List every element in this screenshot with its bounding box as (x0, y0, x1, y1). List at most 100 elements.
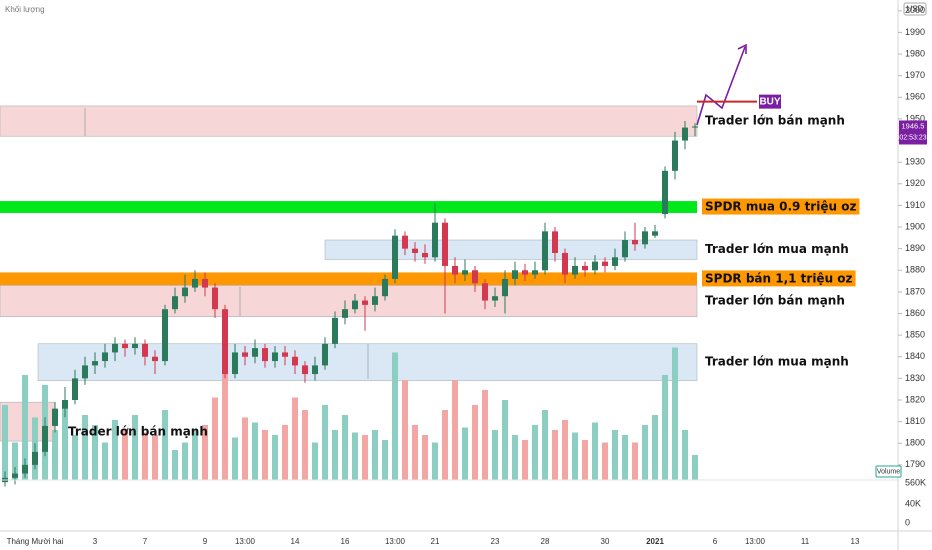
candle-body (222, 309, 228, 375)
volume-tag-box (875, 465, 902, 478)
x-tick-label: 9 (203, 537, 208, 546)
zone (0, 285, 698, 318)
volume-bar (552, 430, 558, 480)
last-price-box (899, 120, 927, 145)
candle-body (292, 356, 298, 366)
volume-bar (612, 430, 618, 480)
candle-body (172, 296, 178, 310)
candle-body (512, 270, 518, 279)
zone (324, 239, 698, 260)
y-tick-label: 1840 (905, 351, 925, 361)
y-tick-label: 1910 (905, 200, 925, 210)
volume-bar (492, 430, 498, 480)
volume-bar (112, 420, 118, 480)
candle-body (442, 222, 448, 266)
x-tick-label: 11 (801, 537, 810, 546)
candle-body (602, 261, 608, 266)
volume-bar (352, 432, 358, 480)
x-tick-label: Tháng Mười hai (7, 537, 64, 546)
zone (0, 201, 697, 213)
candle-body (182, 287, 188, 297)
volume-axis-label: 0 (905, 517, 910, 527)
candle-body (132, 343, 138, 349)
candle-body (282, 352, 288, 357)
buy-label: BUY (759, 96, 780, 107)
candle-body (452, 265, 458, 275)
candle-body (312, 365, 318, 375)
zone-label: SPDR mua 0.9 triệu oz (705, 200, 856, 214)
candle-body (382, 278, 388, 297)
volume-bar (332, 430, 338, 480)
y-tick-label: 1920 (905, 178, 925, 188)
volume-bar (582, 440, 588, 480)
candle-body (302, 365, 308, 375)
volume-bar (252, 422, 258, 480)
candle-body (42, 425, 48, 452)
candle-body (462, 270, 468, 275)
volume-bar (322, 405, 328, 480)
x-tick-label: 30 (601, 537, 610, 546)
volume-bar (282, 425, 288, 480)
volume-bar (302, 410, 308, 480)
candle-body (642, 231, 648, 245)
volume-bar (222, 352, 228, 480)
candle-body (582, 265, 588, 271)
zone (37, 343, 698, 381)
x-tick-label: 13 (851, 537, 860, 546)
x-tick-label: 23 (491, 537, 500, 546)
candle-body (352, 300, 358, 310)
volume-bar (342, 415, 348, 480)
y-tick-label: 1990 (905, 27, 925, 37)
candle-body (682, 127, 688, 141)
candle-body (492, 296, 498, 301)
volume-bar (462, 427, 468, 480)
volume-bar (152, 435, 158, 480)
candle-body (82, 365, 88, 379)
y-tick-label: 1810 (905, 416, 925, 426)
candle-body (212, 287, 218, 310)
volume-bar (142, 432, 148, 480)
y-tick-label: 1950 (905, 113, 925, 123)
volume-bar (402, 380, 408, 480)
volume-bar (442, 410, 448, 480)
zone-label-bg (702, 270, 856, 287)
x-tick-label: 16 (341, 537, 350, 546)
candle-body (432, 222, 438, 258)
volume-bar (192, 430, 198, 480)
candle-body (232, 352, 238, 375)
candle-body (112, 343, 118, 353)
candle-body (502, 278, 508, 297)
volume-bar (432, 442, 438, 480)
volume-bar (182, 442, 188, 480)
candle-body (252, 348, 258, 357)
buy-box (759, 94, 781, 109)
volume-bar (132, 415, 138, 480)
volume-bar (212, 397, 218, 480)
y-tick-label: 1970 (905, 70, 925, 80)
volume-bar (162, 410, 168, 480)
candle-body (322, 343, 328, 366)
currency: USD (907, 5, 924, 14)
volume-bar (422, 435, 428, 480)
volume-bar (72, 435, 78, 480)
candle-body (122, 343, 128, 349)
volume-bar (102, 442, 108, 480)
arrow-head (737, 43, 747, 54)
volume-bar (242, 417, 248, 480)
candle-body (152, 356, 158, 362)
volume-bar (642, 425, 648, 480)
candle-body (552, 231, 558, 253)
candle-body (652, 231, 658, 236)
candle-body (572, 265, 578, 275)
volume-bar (602, 442, 608, 480)
volume-bar (692, 455, 698, 480)
y-tick-label: 1830 (905, 373, 925, 383)
zone-labels: Trader lớn bán mạnh SPDR mua 0.9 triệu oz… (68, 114, 860, 439)
candle-body (392, 235, 398, 279)
candle-body (372, 296, 378, 305)
volume-bar (292, 397, 298, 480)
volume-bar (62, 405, 68, 480)
candle-body (32, 451, 38, 465)
volume-bar (412, 425, 418, 480)
zone-label: SPDR bán 1,1 triệu oz (705, 271, 853, 285)
